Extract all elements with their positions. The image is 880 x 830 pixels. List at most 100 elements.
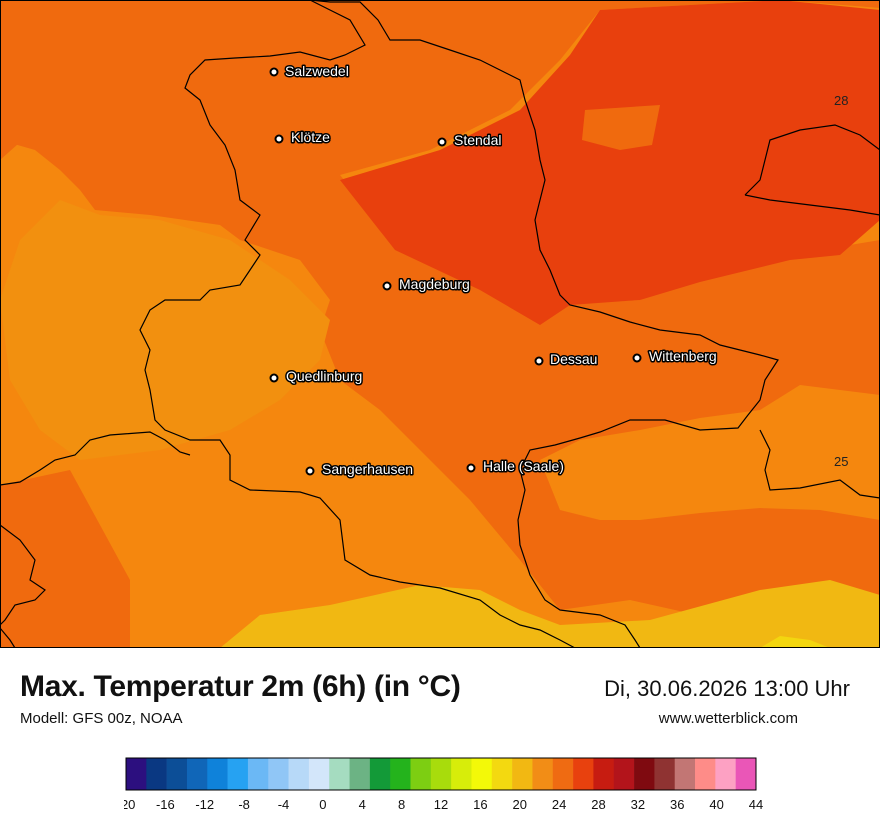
legend-swatch [390, 758, 411, 790]
legend-swatch [491, 758, 513, 790]
legend-swatch [532, 758, 554, 790]
city-label-magdeburg: Magdeburg [399, 276, 470, 292]
temperature-area-20 [760, 636, 830, 648]
city-marker-stendal: Stendal [437, 131, 503, 150]
map-title: Max. Temperatur 2m (6h) (in °C) [20, 670, 461, 703]
legend-tick-label: 16 [473, 797, 487, 812]
city-label-sangerhausen: Sangerhausen [322, 461, 413, 477]
temperature-area-22 [220, 580, 880, 648]
city-label-dessau: Dessau [550, 351, 597, 367]
temperature-area-26-west [0, 105, 45, 160]
city-dot [437, 137, 447, 147]
temperature-area-26 [0, 0, 880, 620]
legend-tick-label: 40 [709, 797, 723, 812]
temperature-area-26-spot [582, 105, 660, 150]
legend-tick-label: -8 [238, 797, 250, 812]
isoline-label-25: 25 [834, 454, 848, 469]
city-label-stendal: Stendal [454, 132, 501, 148]
legend-tick-label: 32 [631, 797, 645, 812]
legend-tick-label: -16 [156, 797, 175, 812]
color-legend: -20 -16 -12 -8 -4 0 4 8 12 16 20 24 28 32 36 40 44 [117, 757, 774, 822]
city-dot [269, 373, 279, 383]
city-marker-dessau: Dessau [534, 350, 599, 369]
legend-tick-label: 24 [552, 797, 566, 812]
legend-swatch [126, 758, 147, 790]
city-dot [466, 463, 476, 473]
legend-swatch [166, 758, 188, 790]
city-dot [274, 134, 284, 144]
legend-swatch [430, 758, 452, 790]
city-dot [269, 67, 279, 77]
legend-swatch [410, 758, 432, 790]
legend-tick-label: -12 [195, 797, 214, 812]
legend-swatch [349, 758, 371, 790]
legend-tick-label: 44 [749, 797, 763, 812]
legend-swatch [146, 758, 167, 790]
temperature-area-26-sw [0, 470, 130, 648]
temperature-area-24-west [0, 200, 330, 460]
legend-swatch [674, 758, 696, 790]
legend-tick-label: -20 [124, 797, 135, 812]
legend-swatch [247, 758, 269, 790]
legend-frame [125, 757, 757, 791]
city-dot [632, 353, 642, 363]
legend-tick-label: 20 [513, 797, 527, 812]
legend-swatch [227, 758, 249, 790]
city-marker-salzwedel: Salzwedel [269, 62, 350, 81]
city-label-quedlinburg: Quedlinburg [286, 368, 362, 384]
city-marker-magdeburg: Magdeburg [382, 275, 471, 294]
state-border-west [0, 627, 16, 648]
legend-tick-label: 8 [398, 797, 405, 812]
legend-swatch [288, 758, 310, 790]
temperature-map: 28 25 Salzwedel Klötze Stendal Magdeburg… [0, 0, 880, 648]
city-dot [305, 466, 315, 476]
country-border-south [0, 524, 46, 626]
forecast-datetime: Di, 30.06.2026 13:00 Uhr [604, 676, 850, 701]
city-marker-wittenberg: Wittenberg [632, 347, 718, 366]
temperature-area-28 [340, 0, 880, 325]
city-label-wittenberg: Wittenberg [649, 348, 717, 364]
legend-swatch [593, 758, 615, 790]
state-border-ne2 [744, 194, 880, 216]
legend-swatch [207, 758, 228, 790]
city-marker-sangerhausen: Sangerhausen [305, 460, 415, 479]
country-border [0, 431, 191, 486]
legend-swatch [308, 758, 330, 790]
city-dot [534, 356, 544, 366]
state-border-ne [744, 124, 880, 196]
state-border-se [759, 429, 880, 499]
city-marker-quedlinburg: Quedlinburg [269, 367, 364, 386]
state-border [139, 0, 576, 648]
legend-tick-label: 12 [434, 797, 448, 812]
city-label-halle: Halle (Saale) [483, 458, 564, 474]
legend-swatch [268, 758, 289, 790]
website-label: www.wetterblick.com [658, 710, 798, 727]
city-marker-halle: Halle (Saale) [466, 457, 565, 476]
city-label-kloetze: Klötze [291, 129, 330, 145]
legend-swatch [654, 758, 676, 790]
legend-swatch [471, 758, 493, 790]
state-border-east [309, 0, 779, 648]
model-info: Modell: GFS 00z, NOAA [20, 710, 183, 727]
legend-swatch [552, 758, 574, 790]
legend-swatch [715, 758, 736, 790]
legend-swatch [329, 758, 350, 790]
legend-swatch [613, 758, 635, 790]
city-label-salzwedel: Salzwedel [285, 63, 349, 79]
legend-tick-label: 4 [359, 797, 366, 812]
legend-swatch [369, 758, 391, 790]
legend-tick-label: 28 [591, 797, 605, 812]
legend-swatch [695, 758, 716, 790]
city-marker-kloetze: Klötze [274, 128, 332, 147]
legend-swatch [634, 758, 655, 790]
legend-swatch [735, 758, 757, 790]
legend-tick-label: 0 [319, 797, 326, 812]
legend-swatch [451, 758, 472, 790]
legend-swatch [186, 758, 208, 790]
legend-tick-label: -4 [278, 797, 290, 812]
city-dot [382, 281, 392, 291]
isoline-label-28: 28 [834, 93, 848, 108]
legend-swatch [512, 758, 533, 790]
legend-swatch [573, 758, 594, 790]
legend-tick-label: 36 [670, 797, 684, 812]
